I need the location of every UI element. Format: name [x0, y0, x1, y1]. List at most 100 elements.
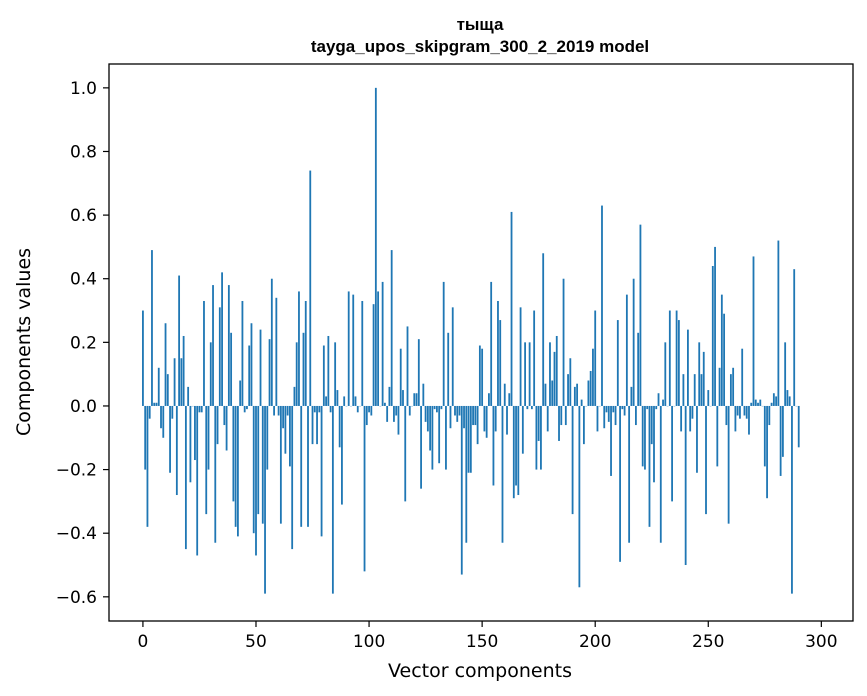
x-tick-label: 50: [245, 632, 267, 652]
bar-component-43: [239, 380, 242, 406]
bar-component-31: [212, 285, 214, 406]
bar-component-278: [770, 402, 773, 406]
x-tick-label: 100: [353, 632, 385, 652]
bar-component-114: [399, 348, 402, 406]
bar-component-136: [449, 405, 452, 429]
bar-component-76: [313, 405, 316, 413]
chart-title-line-2: tayga_upos_skipgram_300_2_2019 model: [311, 37, 649, 56]
bar-component-225: [650, 405, 653, 445]
bar-component-123: [420, 405, 422, 489]
bar-component-57: [270, 278, 273, 406]
bar-component-103: [374, 87, 377, 406]
bar-component-77: [316, 405, 318, 445]
bar-component-264: [739, 405, 741, 419]
bar-component-67: [293, 386, 296, 406]
bar-component-68: [295, 342, 298, 406]
bar-component-161: [506, 405, 508, 435]
bar-component-50: [255, 405, 257, 556]
y-tick-label: 0.4: [70, 270, 97, 290]
bar-component-5: [153, 402, 156, 406]
bar-component-47: [248, 345, 251, 406]
bar-component-122: [417, 339, 420, 406]
bar-component-41: [234, 405, 237, 527]
bar-component-167: [519, 307, 522, 406]
bar-component-154: [490, 281, 493, 406]
bar-component-284: [784, 342, 787, 406]
bar-component-19: [184, 405, 187, 550]
bar-component-219: [637, 332, 640, 406]
bar-component-150: [481, 348, 484, 406]
bar-component-100: [368, 405, 370, 413]
bar-component-197: [587, 380, 590, 406]
bar-component-276: [766, 405, 768, 499]
bar-component-101: [370, 405, 373, 416]
bar-component-65: [289, 405, 291, 467]
bar-component-175: [537, 405, 540, 441]
bar-component-265: [741, 348, 744, 406]
bar-component-253: [714, 246, 716, 406]
bar-component-23: [194, 405, 196, 461]
bar-component-51: [257, 405, 260, 515]
bar-component-200: [594, 310, 597, 406]
bar-component-204: [603, 405, 606, 429]
y-tick-label: 0.6: [70, 206, 97, 226]
bar-component-85: [334, 342, 337, 406]
bar-component-99: [365, 405, 368, 426]
bar-component-226: [653, 405, 655, 483]
bar-component-116: [404, 405, 407, 502]
bar-component-280: [775, 396, 778, 406]
bar-component-53: [261, 405, 264, 524]
bar-component-213: [623, 405, 626, 416]
bar-component-17: [180, 358, 183, 406]
bar-component-268: [748, 405, 750, 435]
bar-component-181: [551, 380, 554, 406]
bar-component-1: [144, 405, 147, 470]
bar-component-243: [691, 405, 694, 419]
bar-component-285: [786, 390, 789, 406]
bar-component-148: [476, 405, 479, 445]
bar-component-168: [521, 405, 524, 454]
bar-component-155: [492, 405, 495, 486]
y-tick-label: −0.6: [56, 588, 97, 608]
bar-component-27: [203, 300, 205, 406]
bar-component-180: [549, 342, 551, 406]
bar-component-21: [189, 405, 192, 483]
bar-component-58: [273, 405, 275, 416]
bar-component-275: [763, 405, 766, 467]
bar-component-62: [282, 405, 285, 429]
bar-component-124: [422, 383, 425, 406]
bar-component-248: [702, 351, 705, 406]
bar-component-54: [264, 405, 266, 594]
bar-component-177: [542, 253, 545, 406]
bar-component-37: [225, 405, 228, 451]
bar-component-30: [209, 342, 212, 406]
bar-component-191: [573, 386, 576, 406]
bar-component-190: [571, 405, 574, 515]
bar-component-127: [429, 405, 432, 451]
bar-component-277: [768, 405, 771, 426]
bar-component-182: [553, 351, 556, 406]
bar-component-6: [155, 402, 158, 406]
bar-component-206: [607, 405, 610, 422]
bar-component-72: [304, 300, 307, 406]
bar-component-224: [648, 405, 651, 527]
bar-component-273: [759, 399, 762, 406]
bar-component-215: [628, 405, 631, 543]
bar-component-186: [562, 278, 565, 406]
bar-component-153: [488, 393, 490, 406]
bar-component-172: [530, 405, 533, 410]
bar-component-141: [460, 405, 463, 575]
bar-component-34: [218, 307, 221, 406]
bar-component-125: [424, 405, 427, 422]
bar-component-254: [716, 405, 719, 467]
bar-component-63: [284, 405, 287, 454]
bar-component-203: [601, 205, 603, 406]
bar-component-246: [698, 342, 701, 406]
bar-component-7: [157, 367, 160, 406]
bar-component-84: [331, 405, 334, 594]
bar-component-109: [388, 386, 391, 406]
bar-component-234: [671, 405, 673, 502]
bar-component-146: [472, 405, 474, 426]
y-tick-label: 0.0: [70, 397, 97, 417]
bar-component-156: [494, 405, 497, 432]
